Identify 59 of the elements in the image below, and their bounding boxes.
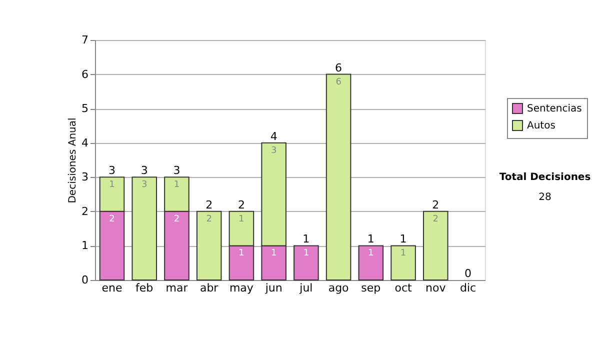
bar bbox=[196, 210, 222, 280]
x-tick-label: dic bbox=[460, 282, 476, 294]
x-tick-label: abr bbox=[200, 282, 219, 294]
text: 28 bbox=[538, 192, 552, 203]
y-tick-label: 5 bbox=[82, 102, 88, 116]
bar bbox=[390, 245, 416, 280]
data-label: 3 bbox=[141, 180, 148, 190]
y-axis-title: Decisiones Anual bbox=[68, 118, 78, 204]
bar bbox=[326, 74, 352, 280]
total-label: 3 bbox=[108, 164, 116, 178]
text: Total Decisiones bbox=[499, 172, 591, 183]
y-tick-label: 7 bbox=[82, 34, 88, 46]
data-label: 1 bbox=[174, 180, 180, 190]
data-label: 1 bbox=[238, 214, 244, 224]
total-label: 1 bbox=[302, 232, 310, 246]
x-tick-label: feb bbox=[136, 282, 154, 294]
total-label: 3 bbox=[173, 164, 180, 178]
total-label: 2 bbox=[238, 198, 245, 212]
total-label: 0 bbox=[464, 267, 472, 280]
data-label: 6 bbox=[336, 77, 342, 88]
total-label: 3 bbox=[140, 164, 148, 178]
x-tick-label: sep bbox=[361, 282, 381, 294]
legend-label: Sentencias bbox=[527, 104, 582, 114]
data-label: 1 bbox=[303, 248, 310, 259]
data-label: 1 bbox=[109, 180, 115, 190]
bar bbox=[132, 176, 157, 280]
x-tick-label: nov bbox=[426, 282, 446, 294]
data-label: 2 bbox=[174, 214, 180, 224]
data-label: 1 bbox=[238, 248, 244, 259]
bar bbox=[294, 245, 319, 280]
data-label: 2 bbox=[432, 214, 439, 224]
total-label: 2 bbox=[432, 198, 440, 212]
bar bbox=[423, 210, 448, 280]
total-label: 1 bbox=[367, 232, 374, 246]
data-label: 1 bbox=[270, 248, 277, 259]
x-tick-label: jun bbox=[264, 282, 282, 294]
total-label: 1 bbox=[400, 232, 407, 246]
x-tick-label: mar bbox=[166, 282, 188, 294]
x-tick-label: jul bbox=[298, 282, 313, 294]
data-label: 2 bbox=[206, 214, 212, 224]
y-tick-label: 4 bbox=[82, 136, 88, 150]
y-tick-label: 1 bbox=[82, 239, 88, 252]
bar bbox=[358, 245, 384, 280]
y-tick-label: 2 bbox=[82, 204, 88, 218]
total-label: 6 bbox=[335, 61, 342, 74]
y-tick-label: 3 bbox=[82, 170, 88, 184]
data-label: 1 bbox=[400, 248, 406, 259]
x-tick-label: may bbox=[229, 282, 254, 294]
x-tick-label: oct bbox=[394, 282, 413, 294]
data-label: 2 bbox=[109, 214, 115, 224]
data-label: 1 bbox=[368, 248, 374, 259]
y-tick-label: 6 bbox=[82, 68, 88, 81]
x-tick-label: ene bbox=[102, 282, 122, 294]
total-label: 4 bbox=[270, 130, 278, 143]
legend-label: Autos bbox=[527, 120, 556, 132]
y-tick-label: 0 bbox=[82, 274, 88, 286]
total-label: 2 bbox=[206, 198, 213, 212]
data-label: 3 bbox=[270, 146, 277, 156]
x-tick-label: ago bbox=[328, 282, 350, 294]
